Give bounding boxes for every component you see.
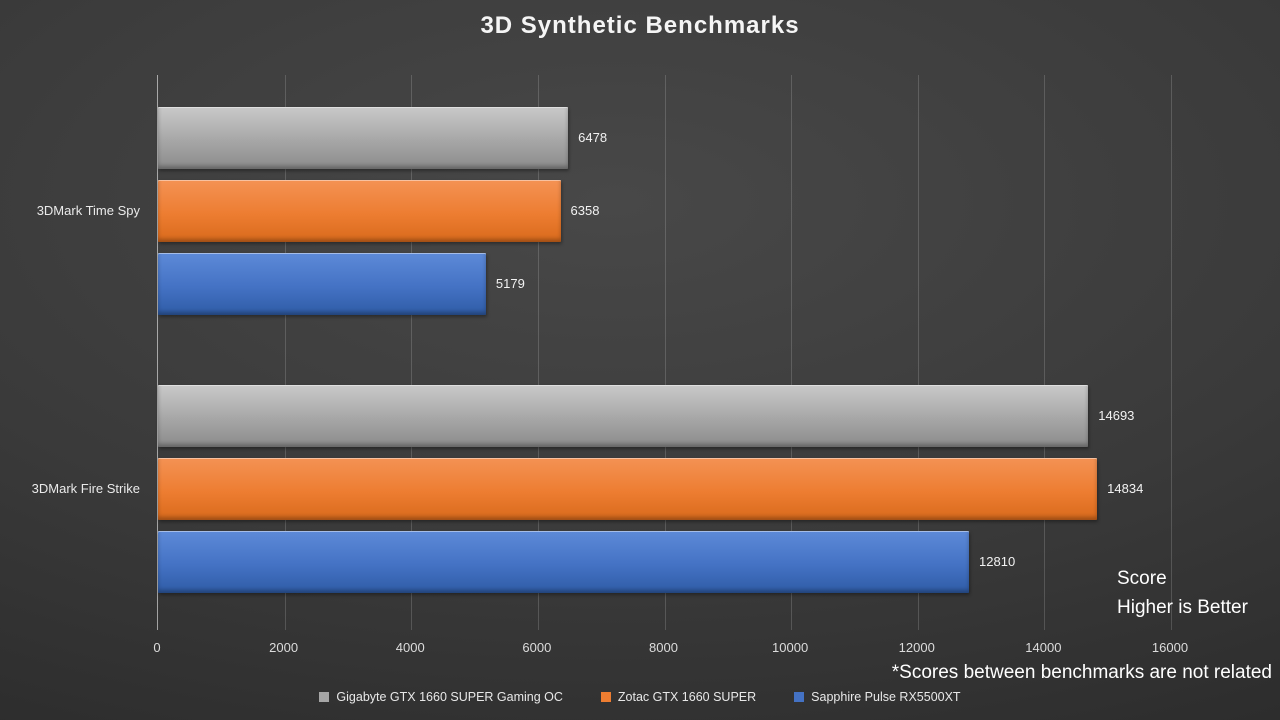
gridline bbox=[411, 75, 413, 630]
bar bbox=[158, 107, 569, 169]
x-axis-tick-label: 6000 bbox=[522, 640, 552, 655]
bar-value-label: 14693 bbox=[1098, 408, 1135, 423]
annotation-score: Score bbox=[1117, 568, 1167, 589]
chart-title: 3D Synthetic Benchmarks bbox=[480, 12, 800, 39]
legend-label: Sapphire Pulse RX5500XT bbox=[811, 690, 961, 704]
bar bbox=[158, 253, 486, 315]
bar bbox=[158, 531, 970, 593]
x-axis-tick-label: 0 bbox=[153, 640, 161, 655]
gridline bbox=[917, 75, 919, 630]
x-axis-tick-label: 4000 bbox=[395, 640, 425, 655]
legend-label: Zotac GTX 1660 SUPER bbox=[617, 690, 757, 704]
legend-label: Gigabyte GTX 1660 SUPER Gaming OC bbox=[336, 690, 563, 704]
bar-value-label: 6358 bbox=[570, 203, 600, 218]
annotation-note: *Scores between benchmarks are not relat… bbox=[891, 662, 1272, 683]
bar-value-label: 14834 bbox=[1107, 481, 1144, 496]
gridline bbox=[1044, 75, 1046, 630]
legend-item: Gigabyte GTX 1660 SUPER Gaming OC bbox=[319, 690, 563, 704]
legend-marker-icon bbox=[319, 692, 330, 702]
x-axis-tick-label: 12000 bbox=[898, 640, 935, 655]
gridline bbox=[537, 75, 539, 630]
legend-marker-icon bbox=[600, 692, 611, 702]
bar bbox=[158, 458, 1098, 520]
x-axis-tick-label: 10000 bbox=[772, 640, 809, 655]
x-axis-tick-label: 2000 bbox=[269, 640, 299, 655]
x-axis-tick-label: 14000 bbox=[1025, 640, 1062, 655]
legend: Gigabyte GTX 1660 SUPER Gaming OC Zotac G… bbox=[0, 690, 1280, 704]
annotation-higher-is-better: Higher is Better bbox=[1117, 597, 1248, 618]
x-axis-tick-label: 8000 bbox=[649, 640, 678, 655]
gridline bbox=[1171, 75, 1172, 630]
legend-item: Sapphire Pulse RX5500XT bbox=[794, 690, 961, 704]
category-label: 3DMark Fire Strike bbox=[31, 481, 140, 496]
legend-marker-icon bbox=[794, 692, 805, 702]
category-label: 3DMark Time Spy bbox=[36, 203, 140, 218]
bar-value-label: 5179 bbox=[495, 276, 525, 291]
x-axis-tick-label: 16000 bbox=[1151, 640, 1189, 655]
gridline bbox=[791, 75, 793, 630]
gridline bbox=[284, 75, 286, 630]
plot-area: 6478 6358 5179 14693 14834 12810 bbox=[157, 75, 1172, 630]
legend-item: Zotac GTX 1660 SUPER bbox=[600, 690, 757, 704]
bar-value-label: 12810 bbox=[979, 554, 1016, 569]
bar-value-label: 6478 bbox=[578, 130, 608, 145]
gridline bbox=[664, 75, 666, 630]
bar bbox=[158, 385, 1089, 447]
bar bbox=[158, 180, 561, 242]
